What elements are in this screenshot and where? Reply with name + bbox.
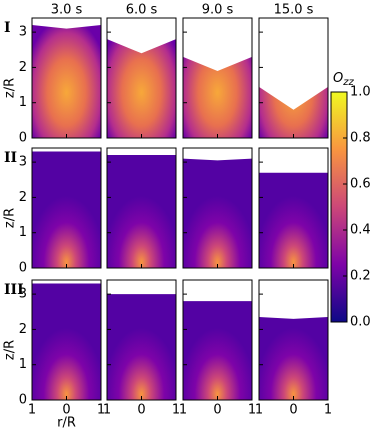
column-title: 9.0 s (202, 3, 234, 18)
colorbar-tick-label: 0.6 (350, 177, 371, 192)
heatmap-fill (32, 283, 101, 400)
heatmap-fill (107, 155, 176, 268)
y-tick-label: 1 (19, 357, 27, 372)
x-tick-label: 1 (28, 403, 36, 418)
colorbar-tick-label: 1.0 (350, 85, 371, 100)
y-axis-label: z/R (3, 340, 18, 360)
x-tick-label: 0 (289, 403, 297, 418)
x-tick-label: 1 (172, 403, 180, 418)
y-tick-label: 3 (19, 287, 27, 302)
colorbar (330, 91, 348, 323)
x-tick-label: 0 (213, 403, 221, 418)
y-tick-label: 3 (19, 25, 27, 40)
x-axis-label: r/R (57, 416, 76, 430)
column-title: 3.0 s (51, 3, 83, 18)
y-tick-label: 0 (19, 131, 27, 146)
heatmap-fill (32, 25, 101, 138)
y-tick-label: 2 (19, 322, 27, 337)
x-tick-label: 1 (179, 403, 187, 418)
row-label: III (4, 282, 24, 298)
y-tick-label: 1 (19, 95, 27, 110)
column-title: 6.0 s (126, 3, 158, 18)
x-tick-label: 1 (103, 403, 111, 418)
heatmap-fill (259, 317, 328, 400)
heatmap-fill (32, 151, 101, 268)
colorbar-label: Ozz (333, 71, 354, 89)
x-tick-label: 1 (255, 403, 263, 418)
y-axis-label: z/R (3, 208, 18, 228)
row-label: I (4, 20, 11, 36)
heatmap-fill (259, 86, 328, 138)
heatmap-fill (107, 294, 176, 400)
y-tick-label: 0 (19, 261, 27, 276)
colorbar-tick-label: 0.0 (350, 315, 371, 330)
y-tick-label: 3 (19, 155, 27, 170)
x-tick-label: 0 (137, 403, 145, 418)
colorbar-tick-label: 0.2 (350, 269, 371, 284)
colorbar-tick-label: 0.8 (350, 131, 371, 146)
x-tick-label: 1 (97, 403, 105, 418)
y-tick-label: 2 (19, 190, 27, 205)
row-label: II (4, 150, 17, 166)
heatmap-fill (183, 56, 252, 138)
colorbar-tick-label: 0.4 (350, 223, 371, 238)
y-axis-label: z/R (3, 78, 18, 98)
x-tick-label: 1 (324, 403, 332, 418)
heatmap-fill (259, 172, 328, 268)
heatmap-fill (183, 158, 252, 268)
colorbar-label-main: O (333, 71, 343, 86)
heatmap-fill (107, 39, 176, 138)
y-tick-label: 1 (19, 225, 27, 240)
column-title: 15.0 s (274, 3, 314, 18)
y-tick-label: 2 (19, 60, 27, 75)
heatmap-fill (183, 301, 252, 400)
y-tick-label: 0 (19, 393, 27, 408)
x-tick-label: 0 (62, 403, 70, 418)
colorbar-label-sub: zz (342, 77, 354, 88)
x-tick-label: 1 (248, 403, 256, 418)
